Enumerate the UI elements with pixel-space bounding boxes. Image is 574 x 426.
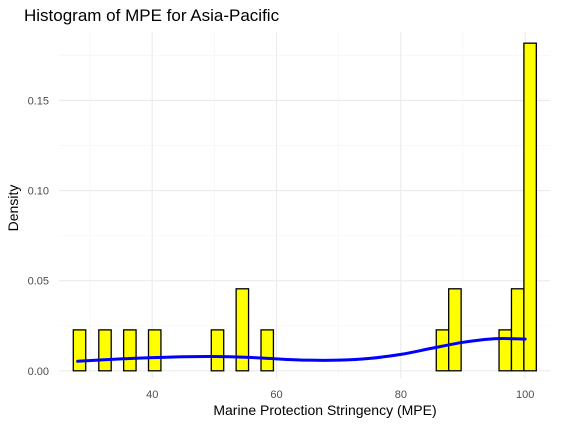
histogram-bar	[122, 329, 137, 372]
histogram-bar	[98, 329, 112, 372]
x-tick-label: 60	[270, 389, 282, 401]
x-tick-label: 80	[395, 389, 407, 401]
y-tick-label: 0.00	[28, 366, 49, 378]
grid-lines	[59, 32, 550, 378]
histogram-bar	[260, 329, 275, 372]
y-axis-title: Density	[5, 185, 21, 232]
histogram-bar	[435, 329, 450, 372]
histogram-bar	[448, 288, 462, 372]
histogram-bar	[498, 329, 513, 372]
y-axis-ticks: 0.00 0.05 0.10 0.15	[28, 95, 49, 377]
density-curve	[76, 337, 527, 363]
histogram-bar	[523, 42, 537, 372]
chart-title: Histogram of MPE for Asia-Pacific	[24, 6, 280, 25]
y-tick-label: 0.10	[28, 186, 49, 198]
y-tick-label: 0.05	[28, 276, 49, 288]
histogram-bar	[72, 329, 87, 372]
x-axis-title: Marine Protection Stringency (MPE)	[213, 402, 436, 418]
histogram-bar	[235, 288, 250, 372]
plot-area	[59, 32, 550, 378]
x-axis-ticks: 40 60 80 100	[146, 389, 534, 401]
density-curve-layer	[76, 337, 527, 363]
histogram-bar	[147, 329, 162, 372]
histogram-bar	[510, 288, 525, 372]
histogram-bar	[210, 329, 225, 372]
x-tick-label: 40	[146, 389, 158, 401]
x-tick-label: 100	[516, 389, 534, 401]
y-tick-label: 0.15	[28, 95, 49, 107]
histogram-bars	[72, 42, 537, 372]
